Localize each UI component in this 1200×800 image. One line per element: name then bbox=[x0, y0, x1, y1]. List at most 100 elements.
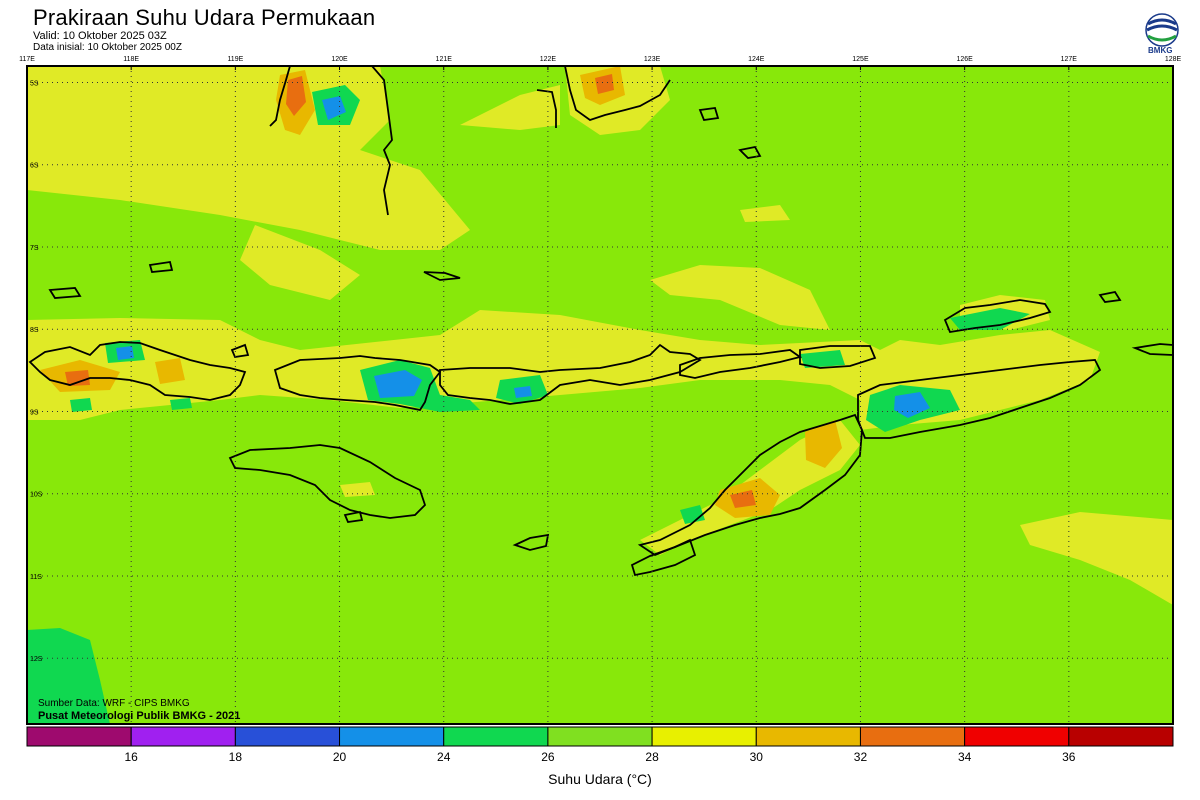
lon-tick-label: 118E bbox=[123, 56, 139, 63]
lon-tick-label: 123E bbox=[644, 56, 661, 63]
map-title: Prakiraan Suhu Udara Permukaan bbox=[33, 5, 376, 30]
lon-tick-label: 122E bbox=[540, 56, 557, 63]
island-wetar bbox=[799, 345, 877, 369]
colorbar-tick-label: 24 bbox=[437, 750, 451, 764]
island-small bbox=[1098, 290, 1122, 303]
map-frame bbox=[26, 65, 1174, 725]
colorbar-segment bbox=[651, 726, 757, 747]
island-rote bbox=[630, 538, 697, 577]
temp-region-28-30 bbox=[1020, 512, 1173, 605]
lon-tick-label: 119E bbox=[227, 56, 243, 63]
colorbar-segment bbox=[859, 726, 966, 747]
coastline bbox=[269, 66, 291, 127]
temp-region-20-24 bbox=[374, 370, 422, 398]
island-sumba bbox=[228, 444, 427, 519]
temp-region-32-34 bbox=[730, 490, 756, 508]
temp-region-20-24 bbox=[116, 346, 134, 360]
temp-region-30-32 bbox=[805, 420, 842, 468]
lat-tick-label: 9S bbox=[30, 409, 39, 416]
island-lombok-bali bbox=[28, 341, 247, 401]
lat-tick-label: 8S bbox=[30, 327, 39, 334]
temp-region-20-24 bbox=[514, 386, 532, 398]
lat-tick-label: 10S bbox=[30, 492, 43, 499]
lon-tick-label: 125E bbox=[852, 56, 869, 63]
colorbar bbox=[26, 726, 1174, 747]
temp-region-30-32 bbox=[155, 358, 185, 384]
temp-region-32-34 bbox=[286, 76, 306, 116]
temp-region-24-26 bbox=[680, 505, 705, 524]
valid-time: Valid: 10 Oktober 2025 03Z bbox=[33, 30, 167, 42]
credit-center: Pusat Meteorologi Publik BMKG - 2021 bbox=[38, 710, 241, 722]
colorbar-segment bbox=[443, 726, 549, 747]
colorbar-segment bbox=[547, 726, 653, 747]
logo-text: BMKG bbox=[1148, 46, 1173, 55]
temp-region-28-30 bbox=[650, 265, 830, 330]
island-small bbox=[48, 287, 82, 299]
island-savu bbox=[512, 533, 550, 551]
temp-region-24-26 bbox=[27, 628, 110, 724]
island-small bbox=[230, 343, 250, 358]
temp-region-24-26 bbox=[70, 398, 92, 412]
lat-tick-label: 7S bbox=[30, 245, 39, 252]
lon-tick-label: 121E bbox=[436, 56, 453, 63]
temp-region-24-26 bbox=[800, 350, 845, 368]
lon-tick-label: 127E bbox=[1061, 56, 1078, 63]
temp-region-24-26 bbox=[170, 398, 192, 410]
lon-tick-label: 117E bbox=[19, 56, 35, 63]
colorbar-segment bbox=[130, 726, 236, 747]
temp-region-28-30 bbox=[740, 205, 790, 222]
colorbar-segment bbox=[1068, 726, 1174, 747]
temp-region-32-34 bbox=[595, 74, 614, 94]
temp-region-28-30 bbox=[240, 225, 360, 300]
lon-tick-label: 126E bbox=[956, 56, 973, 63]
lat-tick-label: 12S bbox=[30, 656, 43, 663]
bmkg-logo bbox=[1145, 13, 1179, 47]
coastline bbox=[423, 271, 461, 281]
temp-region-28-30 bbox=[340, 482, 375, 497]
colorbar-tick-label: 34 bbox=[957, 750, 972, 764]
temp-region-24-26 bbox=[950, 308, 1030, 330]
lon-tick-label: 128E bbox=[1165, 56, 1182, 63]
temp-region-28-30 bbox=[460, 85, 560, 130]
colorbar-tick-label: 16 bbox=[124, 750, 138, 764]
colorbar-tick-label: 30 bbox=[749, 750, 763, 764]
colorbar-segment bbox=[755, 726, 861, 747]
colorbar-segment bbox=[964, 726, 1070, 747]
colorbar-tick-label: 20 bbox=[332, 750, 347, 764]
island-small bbox=[738, 145, 762, 159]
colorbar-tick-label: 32 bbox=[853, 750, 868, 764]
lat-tick-label: 5S bbox=[30, 80, 39, 87]
temp-region-28-30 bbox=[27, 66, 470, 250]
temp-region-32-34 bbox=[65, 370, 90, 386]
coastline bbox=[371, 66, 393, 216]
colorbar-tick-label: 18 bbox=[228, 750, 243, 764]
island-alor bbox=[679, 349, 803, 379]
coastlines bbox=[28, 66, 1173, 577]
lon-tick-label: 120E bbox=[331, 56, 348, 63]
init-time: Data inisial: 10 Oktober 2025 00Z bbox=[33, 42, 182, 53]
coastline bbox=[564, 66, 671, 121]
island-flores bbox=[439, 343, 702, 405]
data-source: Sumber Data: WRF - CIPS BMKG bbox=[38, 698, 190, 709]
coastline bbox=[536, 89, 557, 128]
axis-ticks: 117E 118E 119E 120E 121E 122E 123E 124E 125E 126E… bbox=[19, 56, 1181, 663]
island-babar-damar bbox=[857, 359, 1102, 439]
island-sumbawa bbox=[273, 355, 442, 412]
graticule bbox=[27, 66, 1173, 724]
colorbar-tick-label: 28 bbox=[645, 750, 659, 764]
island-small bbox=[1131, 343, 1173, 356]
lat-tick-label: 11S bbox=[30, 574, 42, 581]
colorbar-segment bbox=[234, 726, 341, 747]
colorbar-tick-label: 26 bbox=[541, 750, 555, 764]
island-small bbox=[343, 510, 364, 523]
colorbar-segment bbox=[26, 726, 132, 747]
island-small bbox=[698, 107, 720, 121]
lat-tick-label: 6S bbox=[30, 163, 39, 170]
lon-tick-label: 124E bbox=[748, 56, 765, 63]
island-small bbox=[148, 260, 174, 273]
colorbar-tick-label: 36 bbox=[1062, 750, 1076, 764]
island-small bbox=[943, 299, 1052, 334]
colorbar-units: Suhu Udara (°C) bbox=[548, 771, 652, 787]
colorbar-segment bbox=[339, 726, 445, 747]
